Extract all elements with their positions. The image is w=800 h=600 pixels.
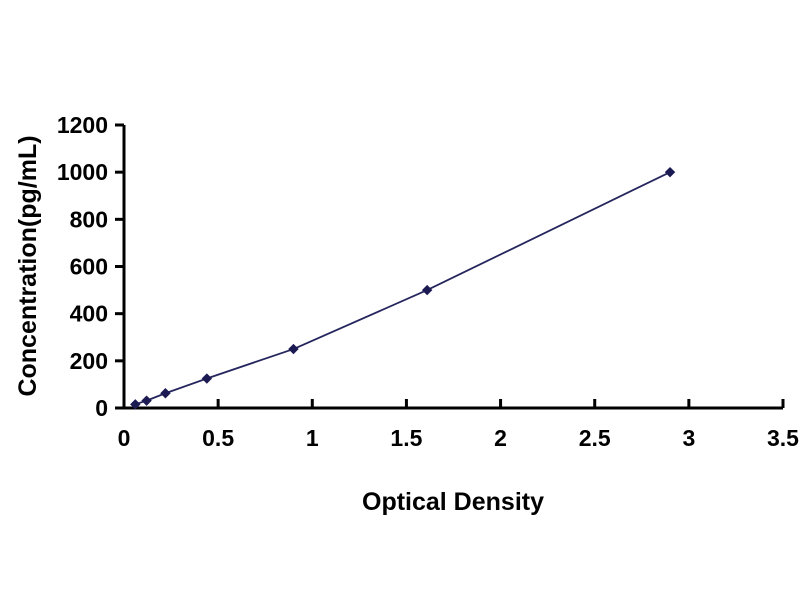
y-tick-label: 1200: [57, 112, 108, 138]
plot-area: 0 0.5 1 1.5 2 2.5 3 3.5 0 200 400 600 800 1000 1200: [57, 112, 799, 451]
data-point-marker: [201, 373, 213, 384]
x-tick-label: 3: [682, 425, 695, 451]
y-tick-label: 600: [70, 254, 108, 280]
data-point-marker: [160, 388, 171, 399]
x-tick-label: 1: [306, 425, 319, 451]
y-axis-title: Concentration(pg/mL): [14, 135, 42, 396]
x-tick-label: 3.5: [767, 425, 799, 451]
data-point-marker: [421, 284, 433, 296]
x-axis-title: Optical Density: [362, 488, 544, 516]
x-tick-label: 2: [494, 425, 507, 451]
x-tick-label: 2.5: [579, 425, 611, 451]
y-tick-label: 0: [95, 395, 108, 421]
y-tick-label: 1000: [57, 159, 108, 185]
data-point-marker: [664, 166, 676, 178]
y-tick-label: 800: [70, 206, 108, 232]
x-tick-label: 0: [118, 425, 131, 451]
x-tick-label: 1.5: [390, 425, 422, 451]
data-point-marker: [141, 395, 152, 406]
y-tick-label: 200: [70, 348, 108, 374]
curve-line: [135, 171, 671, 406]
x-tick-label: 0.5: [202, 425, 234, 451]
axis-lines: [122, 125, 783, 410]
data-point-marker: [288, 343, 299, 355]
y-tick-label: 400: [70, 301, 108, 327]
data-point-marker: [130, 399, 141, 410]
